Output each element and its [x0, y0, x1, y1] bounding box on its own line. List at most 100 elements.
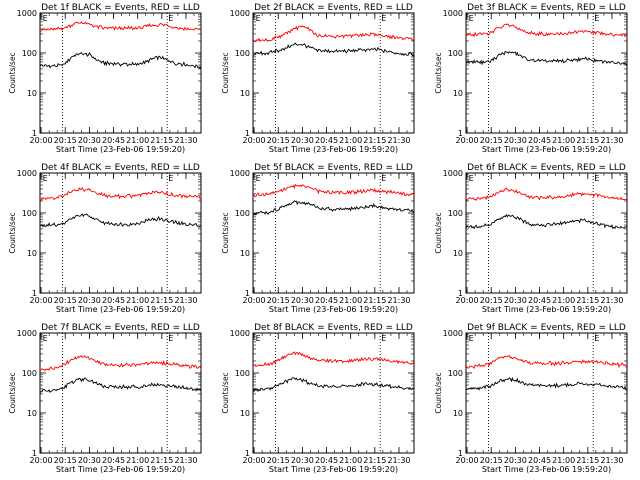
x-tick-label: 21:15 — [576, 296, 599, 305]
x-axis-label: Start Time (23-Feb-06 19:59:20) — [269, 465, 398, 474]
x-tick-label: 20:30 — [78, 456, 101, 465]
y-tick-label: 1 — [32, 289, 37, 298]
x-tick-label: 21:15 — [363, 136, 386, 145]
event-marker-label: E — [43, 14, 48, 23]
chart-panel-3: Det 3f BLACK = Events, RED = LLD 1 10 100 10… — [434, 3, 628, 154]
x-tick-label: 21:30 — [387, 456, 410, 465]
plot-frame — [39, 12, 202, 134]
event-marker-label: E — [594, 14, 599, 23]
x-tick-label: 20:00 — [30, 456, 53, 465]
chart-title: Det 3f BLACK = Events, RED = LLD — [467, 3, 626, 13]
chart-panel-1: Det 1f BLACK = Events, RED = LLD 1 10 100 10… — [8, 3, 202, 154]
x-tick-label: 20:15 — [267, 136, 290, 145]
x-tick-label: 20:00 — [243, 456, 266, 465]
event-marker-label: E — [168, 174, 173, 183]
chart-panel-5: Det 5f BLACK = Events, RED = LLD 1 10 100 10… — [221, 163, 415, 314]
event-marker-label: E — [43, 334, 48, 343]
x-tick-label: 20:30 — [504, 456, 527, 465]
x-tick-label: 20:30 — [291, 456, 314, 465]
x-tick-label: 20:15 — [54, 456, 77, 465]
events-series-line — [253, 200, 415, 216]
x-tick-label: 21:30 — [174, 296, 197, 305]
x-tick-label: 20:45 — [315, 136, 338, 145]
lld-series-line — [465, 23, 628, 38]
events-series-line — [39, 377, 202, 394]
event-marker-label: E — [381, 174, 386, 183]
event-marker-label: E — [469, 14, 474, 23]
lld-series-line — [39, 355, 202, 372]
y-tick-label: 100 — [448, 369, 463, 378]
y-tick-label: 1 — [245, 449, 250, 458]
x-tick-label: 20:00 — [456, 456, 479, 465]
y-axis-label: Counts/sec — [8, 212, 17, 253]
y-axis-label: Counts/sec — [8, 372, 17, 413]
x-tick-label: 20:00 — [243, 136, 266, 145]
x-tick-label: 21:00 — [126, 136, 149, 145]
y-tick-label: 1000 — [17, 169, 37, 178]
x-tick-label: 20:00 — [456, 296, 479, 305]
x-tick-label: 21:30 — [600, 136, 623, 145]
x-tick-label: 20:30 — [78, 296, 101, 305]
y-tick-label: 1 — [245, 129, 250, 138]
lld-series-line — [465, 354, 628, 369]
x-tick-label: 20:30 — [291, 296, 314, 305]
y-tick-label: 1000 — [17, 9, 37, 18]
x-tick-label: 21:30 — [600, 296, 623, 305]
lld-series-line — [39, 186, 202, 201]
event-marker-label: E — [381, 14, 386, 23]
y-tick-label: 10 — [27, 89, 37, 98]
x-tick-label: 20:45 — [315, 456, 338, 465]
event-marker-label: E — [594, 174, 599, 183]
event-marker-label: E — [381, 334, 386, 343]
x-axis-label: Start Time (23-Feb-06 19:59:20) — [269, 145, 398, 154]
x-tick-label: 20:15 — [54, 296, 77, 305]
y-tick-label: 1000 — [443, 169, 463, 178]
events-series-line — [465, 50, 628, 66]
x-tick-label: 21:00 — [126, 296, 149, 305]
y-tick-label: 1 — [32, 129, 37, 138]
x-tick-label: 21:15 — [576, 136, 599, 145]
event-marker-label: E — [469, 174, 474, 183]
lld-series-line — [40, 21, 202, 32]
x-tick-label: 21:00 — [339, 296, 362, 305]
x-tick-label: 21:00 — [552, 456, 575, 465]
x-tick-label: 20:15 — [267, 456, 290, 465]
y-axis-label: Counts/sec — [221, 372, 230, 413]
x-axis-label: Start Time (23-Feb-06 19:59:20) — [269, 305, 398, 314]
x-tick-label: 20:45 — [528, 456, 551, 465]
chart-title: Det 1f BLACK = Events, RED = LLD — [41, 3, 200, 13]
y-axis-label: Counts/sec — [8, 52, 17, 93]
event-marker-label: E — [256, 334, 261, 343]
y-tick-label: 10 — [240, 89, 250, 98]
x-tick-label: 21:30 — [174, 456, 197, 465]
x-tick-label: 21:15 — [363, 456, 386, 465]
x-tick-label: 20:15 — [480, 296, 503, 305]
event-marker-label: E — [43, 174, 48, 183]
chart-title: Det 5f BLACK = Events, RED = LLD — [254, 163, 413, 173]
x-tick-label: 20:15 — [267, 296, 290, 305]
plot-frame — [252, 12, 415, 134]
x-tick-label: 20:30 — [78, 136, 101, 145]
chart-panel-6: Det 6f BLACK = Events, RED = LLD 1 10 100 10… — [434, 163, 628, 314]
plot-frame — [252, 172, 415, 294]
x-tick-label: 20:45 — [102, 296, 125, 305]
y-tick-label: 10 — [453, 89, 463, 98]
x-axis-label: Start Time (23-Feb-06 19:59:20) — [56, 145, 185, 154]
chart-panel-8: Det 8f BLACK = Events, RED = LLD 1 10 100 10… — [221, 323, 415, 474]
chart-panel-7: Det 7f BLACK = Events, RED = LLD 1 10 100 10… — [8, 323, 202, 474]
y-tick-label: 1 — [458, 289, 463, 298]
y-tick-label: 1000 — [230, 169, 250, 178]
lld-series-line — [252, 351, 415, 368]
y-tick-label: 1 — [32, 449, 37, 458]
events-series-line — [252, 377, 415, 393]
x-tick-label: 20:15 — [480, 136, 503, 145]
lld-series-line — [465, 187, 628, 201]
y-tick-label: 1 — [245, 289, 250, 298]
x-tick-label: 21:30 — [174, 136, 197, 145]
events-series-line — [39, 213, 202, 228]
chart-panel-4: Det 4f BLACK = Events, RED = LLD 1 10 100 10… — [8, 163, 202, 314]
y-tick-label: 100 — [22, 369, 37, 378]
event-marker-label: E — [256, 14, 261, 23]
plot-frame — [465, 332, 628, 454]
x-tick-label: 21:15 — [576, 456, 599, 465]
